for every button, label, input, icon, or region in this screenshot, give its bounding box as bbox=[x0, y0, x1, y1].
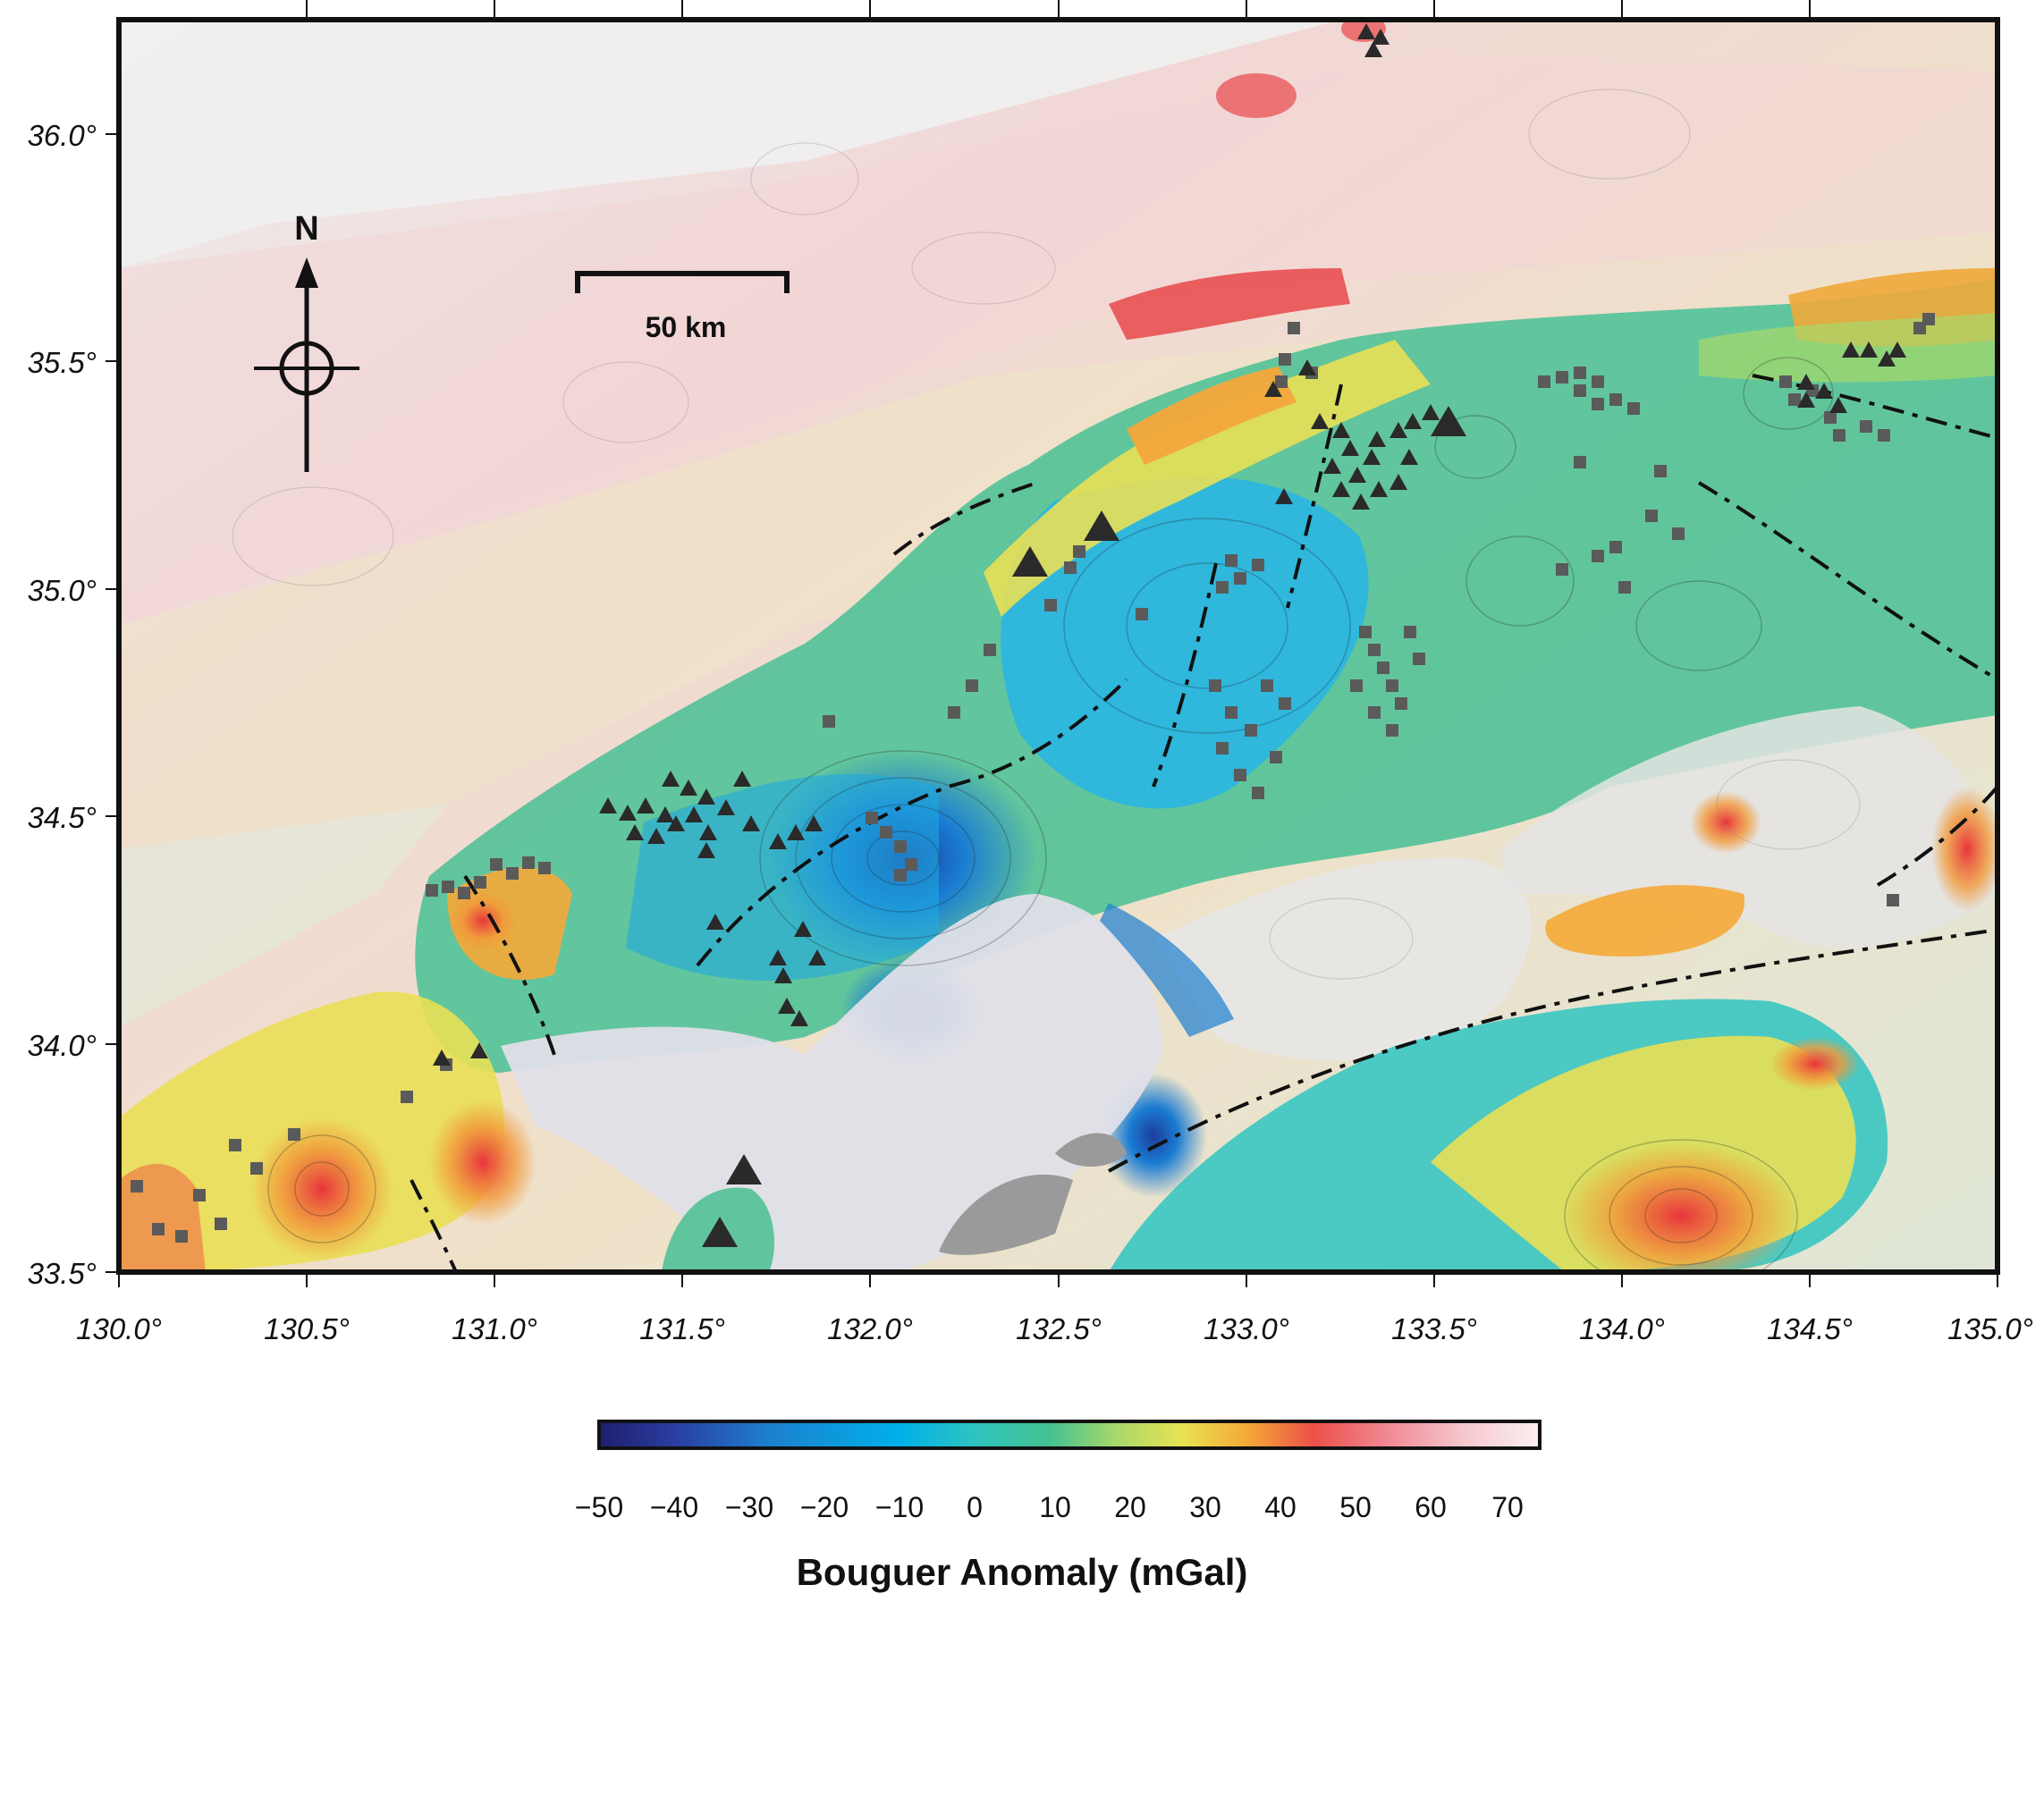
x-tick-label: 132.0° bbox=[827, 1312, 913, 1345]
volcano-triangles bbox=[433, 23, 1906, 1247]
x-tick-label: 130.0° bbox=[76, 1312, 162, 1345]
colorbar-tick-label: 70 bbox=[1491, 1491, 1524, 1523]
x-tick-labels: 130.0° 130.5° 131.0° 131.5° 132.0° 132.5… bbox=[76, 1312, 2033, 1345]
colorbar-tick-label: 60 bbox=[1415, 1491, 1447, 1523]
y-ticks bbox=[106, 133, 119, 1273]
scale-bar-label: 50 km bbox=[646, 311, 727, 343]
y-tick-label: 36.0° bbox=[28, 119, 97, 152]
colorbar-tick-label: −20 bbox=[800, 1491, 849, 1523]
x-tick-label: 132.5° bbox=[1016, 1312, 1102, 1345]
y-tick-label: 34.0° bbox=[28, 1029, 97, 1062]
map-panel bbox=[119, 20, 1998, 1272]
colorbar: −50 −40 −30 −20 −10 0 10 20 30 40 50 60 … bbox=[575, 1420, 1541, 1523]
colorbar-tick-label: 10 bbox=[1039, 1491, 1071, 1523]
y-tick-labels: 33.5° 34.0° 34.5° 35.0° 35.5° 36.0° bbox=[28, 119, 97, 1290]
scale-bar: 50 km bbox=[575, 271, 790, 343]
x-tick-label: 130.5° bbox=[264, 1312, 350, 1345]
colorbar-tick-label: −50 bbox=[575, 1491, 623, 1523]
x-tick-label: 134.0° bbox=[1579, 1312, 1665, 1345]
colorbar-tick-label: −30 bbox=[725, 1491, 773, 1523]
y-tick-label: 34.5° bbox=[28, 801, 97, 834]
colorbar-tick-label: 40 bbox=[1264, 1491, 1297, 1523]
colorbar-tick-labels: −50 −40 −30 −20 −10 0 10 20 30 40 50 60 … bbox=[575, 1491, 1524, 1523]
y-tick-label: 35.0° bbox=[28, 574, 97, 607]
colorbar-tick-label: −10 bbox=[875, 1491, 924, 1523]
colorbar-tick-label: −40 bbox=[650, 1491, 698, 1523]
x-tick-label: 133.5° bbox=[1391, 1312, 1477, 1345]
colorbar-tick-label: 50 bbox=[1339, 1491, 1372, 1523]
north-label: N bbox=[294, 210, 318, 248]
x-tick-label: 131.5° bbox=[639, 1312, 725, 1345]
x-tick-label: 135.0° bbox=[1947, 1312, 2033, 1345]
colorbar-tick-label: 30 bbox=[1189, 1491, 1221, 1523]
y-tick-label: 35.5° bbox=[28, 346, 97, 379]
y-tick-label: 33.5° bbox=[28, 1257, 97, 1290]
x-tick-label: 131.0° bbox=[452, 1312, 537, 1345]
colorbar-tick-label: 20 bbox=[1114, 1491, 1146, 1523]
x-tick-label: 134.5° bbox=[1767, 1312, 1853, 1345]
station-squares bbox=[131, 313, 1935, 1243]
colorbar-tick-label: 0 bbox=[967, 1491, 983, 1523]
x-ticks bbox=[118, 0, 1998, 1287]
x-tick-label: 133.0° bbox=[1204, 1312, 1289, 1345]
colorbar-title: Bouguer Anomaly (mGal) bbox=[796, 1551, 1248, 1593]
north-arrow: N bbox=[254, 210, 359, 472]
